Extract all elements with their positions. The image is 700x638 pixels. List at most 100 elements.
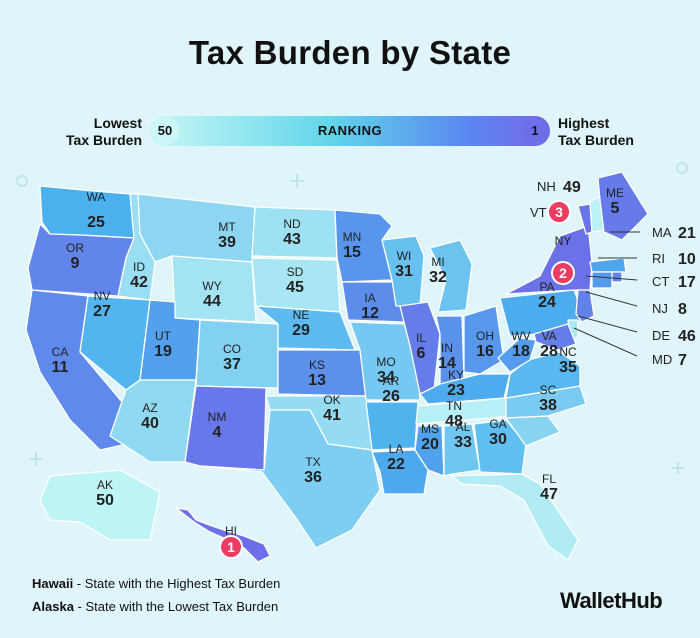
state-rank: 29 xyxy=(292,322,310,339)
state-rank: 3 xyxy=(555,204,563,220)
state-rank: 50 xyxy=(96,492,114,509)
state-label-hi: HI1 xyxy=(219,524,243,559)
state-abbr: ND xyxy=(283,217,301,231)
state-rank: 10 xyxy=(678,251,696,268)
state-abbr: UT xyxy=(155,329,172,343)
legend-low-label: Lowest Tax Burden xyxy=(60,115,142,149)
state-label-me: ME5 xyxy=(606,186,624,217)
state-label-nj: NJ 8 xyxy=(652,301,687,318)
footnote-hawaii: Hawaii - State with the Highest Tax Burd… xyxy=(32,576,280,591)
state-ms xyxy=(414,425,445,477)
state-rank: 33 xyxy=(454,434,472,451)
state-abbr: MI xyxy=(431,255,444,269)
state-rank: 17 xyxy=(678,274,696,291)
state-label-nm: NM4 xyxy=(208,410,227,441)
rank-badge xyxy=(547,200,571,224)
state-abbr: AZ xyxy=(142,401,157,415)
state-label-ri: RI 10 xyxy=(652,251,696,268)
state-rank: 9 xyxy=(71,255,80,272)
leader-lines xyxy=(573,231,640,357)
rank-badge xyxy=(219,535,243,559)
state-abbr: CA xyxy=(52,345,69,359)
state-abbr: OR xyxy=(66,241,84,255)
state-rank: 40 xyxy=(141,415,159,432)
state-abbr: NE xyxy=(293,308,310,322)
legend-low-label-line1: Lowest xyxy=(93,115,142,131)
state-abbr: IL xyxy=(416,331,426,345)
state-rank: 32 xyxy=(429,269,447,286)
state-abbr: HI xyxy=(225,524,237,538)
state-ne xyxy=(255,305,356,351)
state-rank: 44 xyxy=(203,293,221,310)
state-rank: 13 xyxy=(308,372,326,389)
legend-high-label-line2: Tax Burden xyxy=(558,132,634,148)
state-rank: 36 xyxy=(304,469,322,486)
state-abbr: MS xyxy=(421,422,439,436)
state-rank: 48 xyxy=(445,413,463,430)
state-label-ny: NY 2 xyxy=(551,234,575,285)
state-abbr: RI xyxy=(652,251,665,266)
state-abbr: AL xyxy=(456,420,471,434)
state-rank: 26 xyxy=(382,388,400,405)
state-abbr: MN xyxy=(343,230,362,244)
state-ga xyxy=(473,419,527,475)
state-rank: 16 xyxy=(476,343,494,360)
state-label-md: MD 7 xyxy=(652,352,687,369)
state-nm xyxy=(184,385,267,471)
state-label-vt: VT 3 xyxy=(530,200,571,224)
state-rank: 2 xyxy=(559,265,567,281)
footnote-hawaii-name: Hawaii xyxy=(32,576,74,591)
state-rank: 5 xyxy=(611,200,620,217)
footnote-alaska-text: - State with the Lowest Tax Burden xyxy=(73,599,279,614)
state-rank: 18 xyxy=(512,343,530,360)
state-abbr: FL xyxy=(542,472,556,486)
state-rank: 19 xyxy=(154,343,172,360)
state-rank: 27 xyxy=(93,303,111,320)
state-rank: 43 xyxy=(283,231,301,248)
state-rank: 31 xyxy=(395,263,413,280)
state-abbr: KY xyxy=(448,368,464,382)
state-rank: 37 xyxy=(223,356,241,373)
state-rank: 24 xyxy=(538,294,556,311)
state-rank: 7 xyxy=(678,352,687,369)
state-rank: 8 xyxy=(678,301,687,318)
state-rank: 22 xyxy=(387,456,405,473)
state-rank: 47 xyxy=(540,486,558,503)
state-abbr: VT xyxy=(530,205,547,220)
state-rank: 39 xyxy=(218,234,236,251)
state-rank: 20 xyxy=(421,436,439,453)
state-rank: 12 xyxy=(361,305,379,322)
state-abbr: SC xyxy=(540,383,557,397)
state-abbr: MO xyxy=(376,355,395,369)
state-me xyxy=(597,171,649,241)
state-abbr: PA xyxy=(539,280,554,294)
state-rank: 42 xyxy=(130,274,148,291)
state-abbr: KS xyxy=(309,358,325,372)
state-mt xyxy=(137,193,256,263)
page-title: Tax Burden by State xyxy=(188,34,512,71)
state-label-nh: NH 49 xyxy=(537,179,581,196)
state-label-de: DE 46 xyxy=(652,328,696,345)
